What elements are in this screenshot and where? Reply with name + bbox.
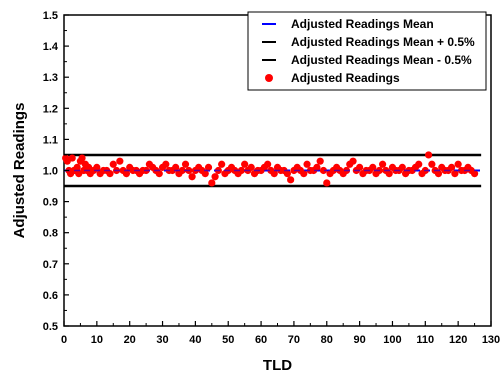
data-point (237, 166, 245, 175)
data-point (303, 160, 311, 168)
x-tick-label: 50 (222, 334, 234, 346)
data-point (287, 176, 295, 184)
data-point (356, 163, 364, 171)
legend-swatch-readings (265, 74, 273, 82)
data-point (451, 170, 459, 178)
data-point (264, 160, 272, 168)
data-point (204, 163, 213, 171)
data-point (73, 163, 81, 171)
data-point (106, 170, 114, 178)
x-tick-label: 80 (321, 334, 333, 346)
x-tick-label: 110 (416, 334, 434, 346)
data-point (162, 160, 170, 168)
data-point (122, 170, 131, 178)
x-tick-label: 30 (156, 334, 168, 346)
data-point (319, 166, 328, 175)
data-point (181, 160, 190, 168)
x-tick-label: 70 (288, 334, 300, 346)
y-tick-label: 1.5 (43, 10, 58, 22)
data-point (447, 163, 456, 171)
x-tick-label: 40 (189, 334, 201, 346)
y-axis: 0.5 0.6 0.7 0.8 0.9 1.0 1.1 1.2 1.3 1.4 1.5 (43, 10, 69, 333)
data-point (323, 179, 331, 187)
y-tick-label: 0.9 (43, 197, 58, 209)
data-point (188, 173, 196, 181)
legend-label-mean-minus: Adjusted Readings Mean - 0.5% (291, 53, 472, 67)
legend-item-mean-minus: Adjusted Readings Mean - 0.5% (262, 53, 472, 67)
data-point (283, 170, 291, 178)
y-tick-label: 1.0 (43, 166, 58, 178)
legend-item-mean: Adjusted Readings Mean (262, 17, 434, 31)
x-tick-label: 130 (482, 334, 500, 346)
data-point (428, 160, 436, 168)
data-point (270, 170, 278, 178)
legend-item-readings: Adjusted Readings (265, 71, 400, 85)
y-tick-label: 0.8 (43, 228, 58, 240)
data-point (218, 160, 226, 168)
x-axis: 0 10 20 30 40 50 60 70 80 90 100 110 120 130 (61, 321, 500, 346)
data-point (313, 163, 321, 171)
x-tick-label: 10 (91, 334, 103, 346)
data-point (68, 154, 76, 162)
data-point (208, 179, 216, 187)
y-tick-label: 1.2 (43, 103, 58, 115)
data-points (62, 151, 482, 187)
y-tick-label: 1.4 (43, 41, 59, 53)
data-point (379, 160, 387, 168)
y-tick-label: 0.7 (43, 259, 58, 271)
legend-label-mean: Adjusted Readings Mean (291, 17, 434, 31)
data-point (470, 170, 479, 178)
y-tick-label: 1.1 (43, 134, 58, 146)
data-point (247, 163, 255, 171)
data-point (415, 160, 423, 168)
data-point (300, 170, 308, 178)
data-point (172, 163, 180, 171)
legend-item-mean-plus: Adjusted Readings Mean + 0.5% (262, 35, 475, 49)
x-axis-title: TLD (263, 357, 292, 374)
data-point (109, 160, 117, 168)
legend-label-mean-plus: Adjusted Readings Mean + 0.5% (291, 35, 475, 49)
x-tick-label: 120 (449, 334, 467, 346)
y-tick-label: 0.5 (43, 321, 58, 333)
x-tick-label: 60 (255, 334, 267, 346)
x-tick-label: 20 (124, 334, 136, 346)
data-point (385, 170, 393, 178)
data-point (369, 163, 377, 171)
data-point (155, 170, 163, 178)
data-point (116, 157, 124, 165)
data-point (454, 160, 462, 168)
y-axis-title: Adjusted Readings (11, 103, 28, 239)
x-tick-label: 90 (353, 334, 365, 346)
data-point (241, 160, 249, 168)
data-point (93, 163, 101, 171)
data-point (201, 170, 209, 178)
data-point (434, 170, 443, 178)
x-tick-label: 100 (383, 334, 401, 346)
legend-box (247, 11, 487, 91)
data-point (78, 154, 86, 162)
data-point (424, 151, 433, 159)
data-point (349, 157, 357, 165)
data-point (398, 163, 406, 171)
reference-lines (64, 153, 482, 188)
legend: Adjusted Readings Mean Adjusted Readings… (247, 11, 487, 91)
data-point (178, 166, 186, 175)
y-tick-label: 1.3 (43, 72, 58, 84)
data-point (316, 157, 324, 165)
legend-label-readings: Adjusted Readings (291, 71, 400, 85)
x-tick-label: 0 (61, 334, 67, 346)
y-tick-label: 0.6 (43, 290, 58, 302)
data-point (211, 173, 219, 181)
